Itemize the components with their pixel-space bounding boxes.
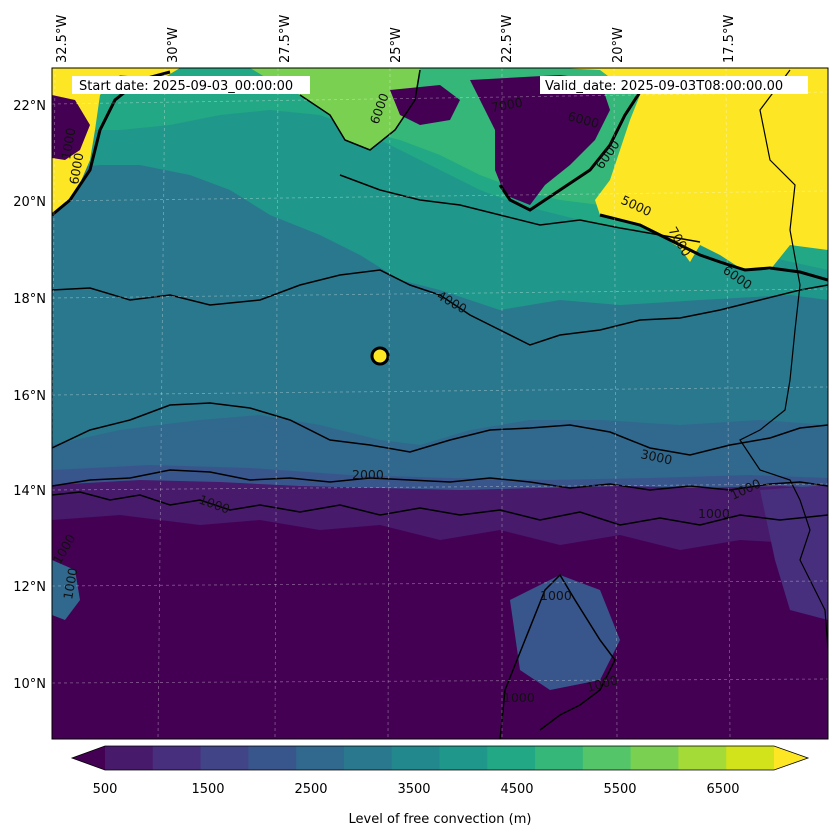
colorbar-outline [70, 745, 810, 771]
field-low-pocket-n1 [470, 75, 610, 205]
contour-1000-s [499, 573, 616, 739]
gridlines [52, 68, 828, 739]
contour-7000-e [599, 213, 828, 282]
colorbar-tick-label: 4500 [500, 782, 533, 797]
lat-labels: 22°N 20°N 18°N 16°N 14°N 12°N 10°N [13, 99, 46, 692]
colorbar-segment [678, 746, 727, 770]
colorbar-label: Level of free convection (m) [349, 812, 532, 827]
contour-label: 6000 [66, 152, 86, 186]
colorbar-tick-label: 2500 [294, 782, 327, 797]
colorbar-segment [535, 746, 584, 770]
colorbar-segment [248, 746, 297, 770]
map-frame [51, 67, 829, 740]
lat-label: 18°N [13, 292, 46, 307]
contour-label: 1000 [503, 690, 535, 705]
colorbar-segment [105, 746, 154, 770]
lon-label: 25°W [389, 27, 404, 63]
field-lowest-south [52, 515, 828, 739]
lon-label: 32.5°W [55, 15, 70, 63]
colorbar-segment [726, 746, 775, 770]
contour-5000 [339, 174, 701, 243]
colorbar [70, 745, 810, 771]
colorbar-ticks: 500 1500 2500 3500 4500 5500 6500 [93, 782, 740, 797]
contour-label: 1000 [698, 506, 730, 521]
colorbar-segment [391, 746, 440, 770]
field-low-pocket-nw [52, 95, 90, 160]
colorbar-tick-label: 500 [93, 782, 118, 797]
contour-label: 2000 [352, 467, 384, 482]
contour-4000 [52, 269, 828, 346]
lat-label: 10°N [13, 677, 46, 692]
lat-label: 14°N [13, 484, 46, 499]
valid-date-text: Valid_date: 2025-09-03T08:00:00.00 [545, 79, 783, 94]
field-dark-east [760, 485, 828, 620]
colorbar-segment [343, 746, 393, 770]
start-date-text: Start date: 2025-09-03_00:00:00 [79, 79, 293, 94]
colorbar-tick-label: 6500 [706, 782, 739, 797]
lat-label: 22°N [13, 99, 46, 114]
lon-label: 27.5°W [278, 15, 293, 63]
contour-label: 7000 [490, 95, 524, 115]
contour-label: 1000 [60, 567, 80, 601]
contour-1000-n [52, 491, 828, 526]
colorbar-segment [152, 746, 202, 770]
lat-label: 16°N [13, 389, 46, 404]
colorbar-tick-label: 5500 [603, 782, 636, 797]
field-mid-pocket-s [510, 575, 620, 690]
colorbar-segment [296, 746, 345, 770]
lon-label: 22.5°W [500, 15, 515, 63]
lon-labels: 32.5°W 30°W 27.5°W 25°W 22.5°W 20°W 17.5… [55, 15, 737, 63]
colorbar-tick-label: 1500 [191, 782, 224, 797]
contour-2000 [52, 469, 828, 491]
field-high-spot [370, 346, 390, 366]
contour-3000 [52, 402, 828, 456]
colorbar-segment [200, 746, 249, 770]
lat-label: 20°N [13, 195, 46, 210]
colorbar-segment [439, 746, 488, 770]
start-date-box [72, 76, 310, 94]
lon-label: 17.5°W [722, 15, 737, 63]
colorbar-segment [630, 746, 679, 770]
contour-7000-n [498, 91, 642, 212]
map-panel: 7000 6000 6000 5000 7000 6000 6000 6000 … [52, 68, 828, 739]
colorbar-segment [582, 746, 632, 770]
coastline [739, 69, 828, 651]
contour-label: 3000 [639, 446, 673, 467]
lon-label: 20°W [611, 27, 626, 63]
valid-date-box [540, 76, 808, 94]
colorbar-extend-max [774, 746, 808, 770]
field-low-pocket-n2 [390, 85, 460, 125]
contour-lines [52, 69, 828, 739]
contour-6000 [299, 69, 421, 151]
field-mid-pocket-sw [52, 560, 80, 620]
contour-label: 1000 [58, 127, 78, 161]
colorbar-tick-label: 3500 [397, 782, 430, 797]
colorbar-extend-min [72, 746, 105, 770]
lon-label: 30°W [166, 27, 181, 63]
field-7000-region-ne [560, 68, 828, 270]
lat-label: 12°N [13, 580, 46, 595]
contour-label: 1000 [540, 588, 572, 603]
field-7000-region-nw [52, 68, 180, 215]
colorbar-segment [487, 746, 536, 770]
